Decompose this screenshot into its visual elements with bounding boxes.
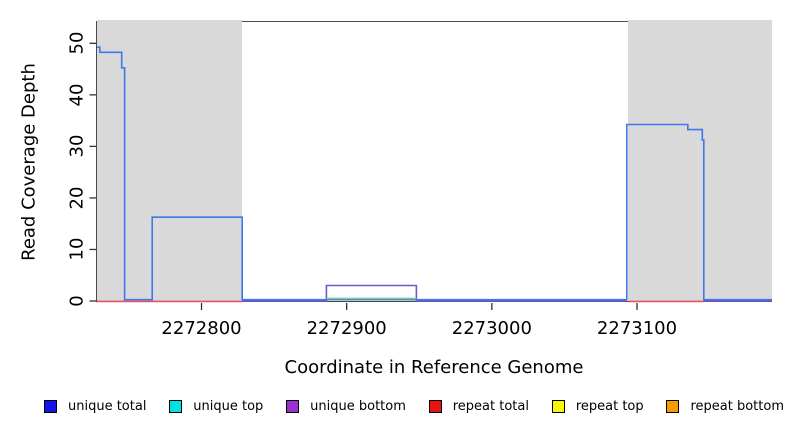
- series-line-unique-total: [97, 46, 772, 301]
- legend-swatch-unique-total: [44, 400, 57, 413]
- legend: unique total unique top unique bottom re…: [44, 398, 784, 415]
- legend-item-repeat-total: repeat total: [428, 398, 529, 415]
- legend-swatch-repeat-bottom: [666, 400, 680, 413]
- y-tick-label: 10: [66, 238, 88, 261]
- legend-label: repeat total: [452, 399, 529, 414]
- legend-label: unique bottom: [310, 399, 406, 414]
- y-tick-label: 20: [66, 186, 88, 210]
- repeat-region-rect: [628, 20, 772, 301]
- y-tick-label: 0: [66, 295, 88, 307]
- legend-swatch-unique-bottom: [286, 400, 300, 413]
- x-axis-title: Coordinate in Reference Genome: [284, 357, 584, 378]
- x-tick-label: 2273000: [451, 318, 532, 339]
- legend-label: repeat bottom: [690, 399, 784, 414]
- legend-item-repeat-top: repeat top: [551, 398, 644, 415]
- x-tick-label: 2272800: [161, 318, 242, 339]
- legend-swatch-unique-top: [169, 400, 183, 413]
- legend-swatch-repeat-total: [428, 400, 442, 413]
- y-axis-title: Read Coverage Depth: [18, 63, 40, 261]
- y-tick-label: 40: [66, 83, 88, 107]
- x-tick-label: 2273100: [596, 318, 678, 339]
- series-line-unique-bottom: [242, 284, 627, 302]
- legend-item-repeat-bottom: repeat bottom: [666, 398, 784, 415]
- legend-label: unique total: [68, 399, 147, 414]
- legend-item-unique-bottom: unique bottom: [286, 398, 406, 415]
- x-tick-label: 2272900: [306, 318, 387, 339]
- legend-item-unique-top: unique top: [169, 398, 263, 415]
- legend-item-unique-total: unique total: [44, 398, 146, 415]
- y-tick-label: 50: [66, 31, 88, 55]
- legend-label: unique top: [193, 399, 264, 414]
- legend-swatch-repeat-top: [551, 400, 565, 413]
- legend-label: repeat top: [575, 399, 644, 414]
- y-tick-label: 30: [66, 134, 88, 158]
